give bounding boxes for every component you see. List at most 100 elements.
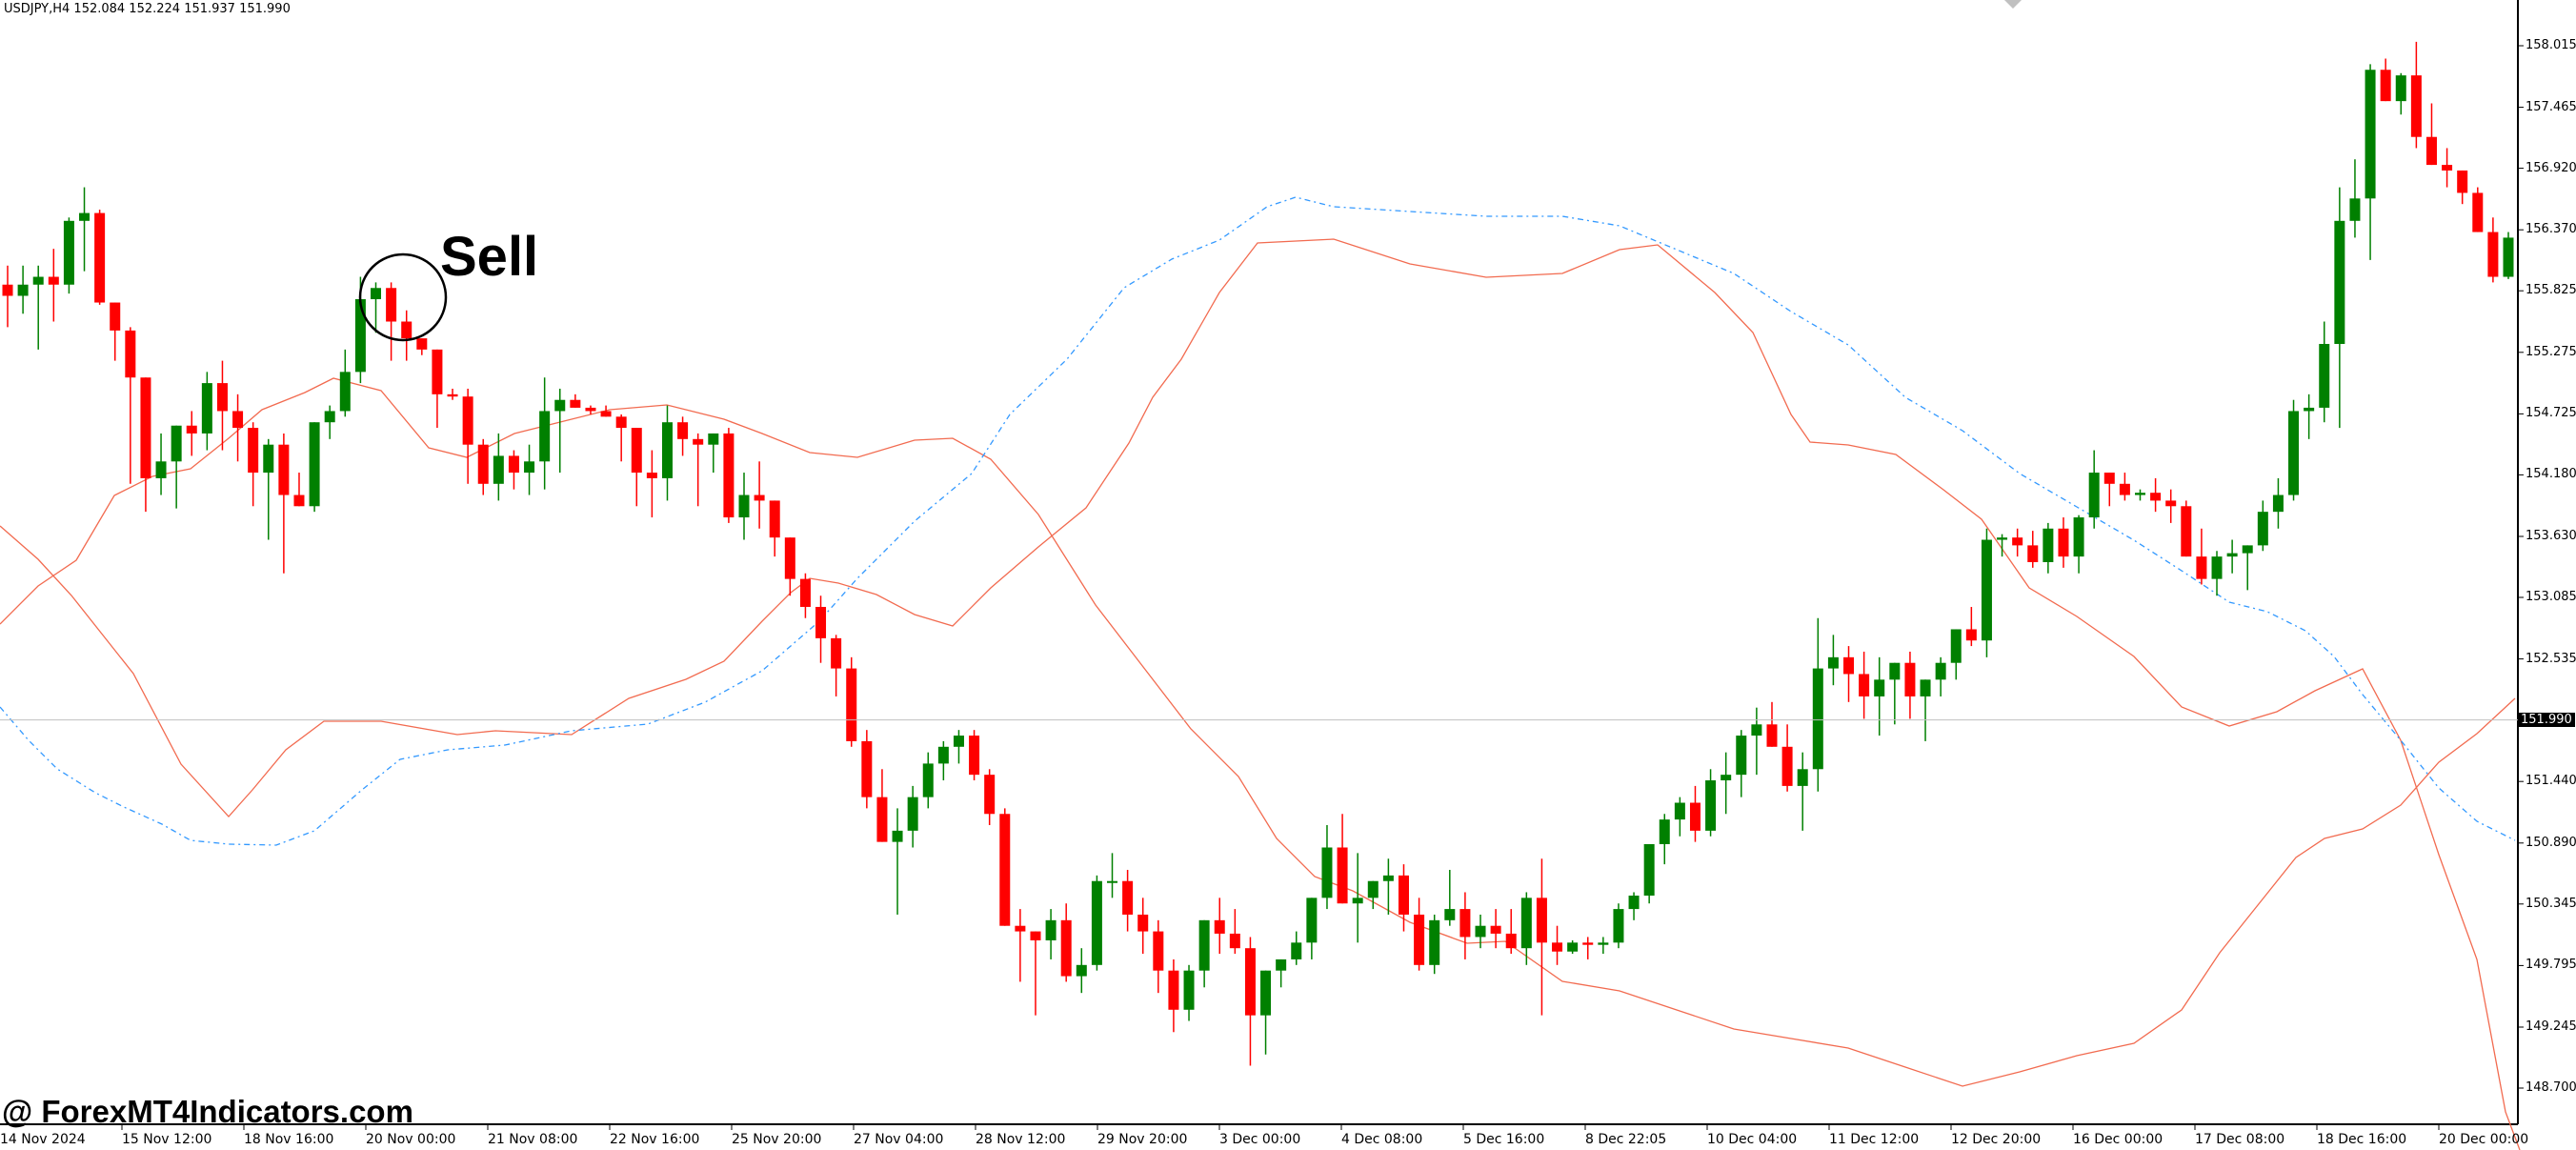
candle bbox=[524, 444, 535, 495]
candle bbox=[1367, 880, 1379, 910]
candle bbox=[140, 377, 151, 513]
time-axis-label: 21 Nov 08:00 bbox=[488, 1132, 578, 1147]
candle bbox=[2043, 522, 2054, 574]
candle bbox=[1276, 958, 1287, 988]
candle bbox=[1689, 785, 1701, 842]
candle bbox=[1950, 629, 1962, 680]
candle bbox=[1229, 909, 1240, 955]
time-axis-label: 11 Dec 12:00 bbox=[1829, 1132, 1920, 1147]
candle bbox=[1751, 707, 1762, 776]
candle bbox=[1475, 914, 1486, 949]
candle bbox=[1045, 909, 1057, 959]
price-axis-label: 155.825 bbox=[2526, 283, 2576, 298]
candle bbox=[63, 217, 74, 294]
candle bbox=[1874, 656, 1885, 736]
candle bbox=[2150, 477, 2162, 513]
candle bbox=[263, 438, 274, 540]
price-axis-label: 155.275 bbox=[2526, 344, 2576, 359]
candle bbox=[2196, 528, 2207, 585]
candle bbox=[1153, 919, 1164, 994]
candle bbox=[1214, 898, 1225, 955]
candle bbox=[937, 740, 949, 781]
chart-title: USDJPY,H4 152.084 152.224 151.937 151.99… bbox=[4, 2, 291, 16]
candle bbox=[831, 635, 842, 696]
candle bbox=[32, 265, 44, 350]
candle bbox=[1598, 937, 1609, 955]
candle bbox=[907, 785, 918, 848]
candle bbox=[723, 428, 735, 523]
candle bbox=[125, 327, 136, 484]
candle bbox=[922, 752, 934, 809]
price-axis-label: 157.465 bbox=[2526, 99, 2576, 114]
candle bbox=[1444, 869, 1456, 926]
candle bbox=[585, 405, 596, 414]
candle bbox=[1137, 898, 1149, 955]
chart-shift-marker-icon[interactable] bbox=[2004, 0, 2022, 9]
candle bbox=[2472, 187, 2484, 232]
candle bbox=[2257, 500, 2268, 552]
candle bbox=[1459, 892, 1471, 959]
candle bbox=[784, 537, 795, 596]
candle bbox=[1721, 752, 1732, 815]
candle bbox=[1091, 875, 1102, 971]
time-axis-label: 14 Nov 2024 bbox=[0, 1132, 86, 1147]
time-axis-label: 10 Dec 04:00 bbox=[1707, 1132, 1798, 1147]
candle bbox=[2058, 517, 2069, 568]
candle bbox=[570, 393, 581, 408]
candle bbox=[79, 187, 91, 272]
candle bbox=[1321, 825, 1333, 910]
candle bbox=[1291, 931, 1302, 965]
candle bbox=[1567, 939, 1579, 955]
candle bbox=[2334, 187, 2345, 429]
candle bbox=[2211, 551, 2223, 596]
candle bbox=[2, 265, 13, 328]
candle bbox=[615, 414, 627, 462]
candle bbox=[1812, 617, 1823, 792]
candle bbox=[1889, 662, 1901, 725]
price-axis-label: 153.085 bbox=[2526, 590, 2576, 604]
watermark: @ ForexMT4Indicators.com bbox=[2, 1094, 413, 1129]
candle bbox=[693, 433, 704, 507]
candle bbox=[1429, 914, 1440, 975]
price-axis-label: 152.535 bbox=[2526, 651, 2576, 666]
candle bbox=[1168, 958, 1179, 1033]
candle bbox=[1490, 909, 1501, 949]
candle bbox=[1536, 858, 1547, 1016]
candle bbox=[232, 393, 244, 462]
time-axis-ticks bbox=[121, 1124, 2440, 1130]
candle bbox=[477, 438, 489, 495]
candle bbox=[1582, 937, 1594, 959]
candle bbox=[2119, 473, 2130, 501]
candle bbox=[1337, 814, 1348, 904]
candle bbox=[846, 656, 857, 747]
candle bbox=[1981, 528, 1992, 657]
candle bbox=[738, 473, 750, 540]
candle bbox=[493, 433, 504, 501]
price-axis-label: 154.725 bbox=[2526, 406, 2576, 421]
candle bbox=[2395, 72, 2406, 115]
price-axis-label: 150.890 bbox=[2526, 835, 2576, 850]
time-axis-label: 20 Nov 00:00 bbox=[366, 1132, 456, 1147]
upper-bollinger-band bbox=[0, 238, 2521, 1150]
candle bbox=[2012, 528, 2023, 557]
time-axis-label: 16 Dec 00:00 bbox=[2073, 1132, 2163, 1147]
candle bbox=[2181, 500, 2192, 557]
candle bbox=[94, 210, 106, 305]
candle bbox=[216, 360, 228, 451]
time-axis-label: 25 Nov 20:00 bbox=[732, 1132, 822, 1147]
candle bbox=[661, 405, 673, 501]
candle bbox=[386, 282, 397, 361]
candle bbox=[2410, 41, 2422, 149]
time-axis-label: 4 Dec 08:00 bbox=[1341, 1132, 1423, 1147]
candle bbox=[248, 422, 259, 507]
candle bbox=[769, 500, 780, 557]
candle bbox=[1935, 656, 1946, 696]
candle bbox=[1843, 646, 1855, 702]
candle bbox=[2319, 321, 2330, 423]
candle bbox=[1306, 898, 1318, 959]
candle bbox=[2272, 477, 2284, 529]
candle bbox=[2442, 148, 2453, 188]
candle bbox=[2304, 393, 2315, 439]
candle bbox=[677, 416, 689, 456]
